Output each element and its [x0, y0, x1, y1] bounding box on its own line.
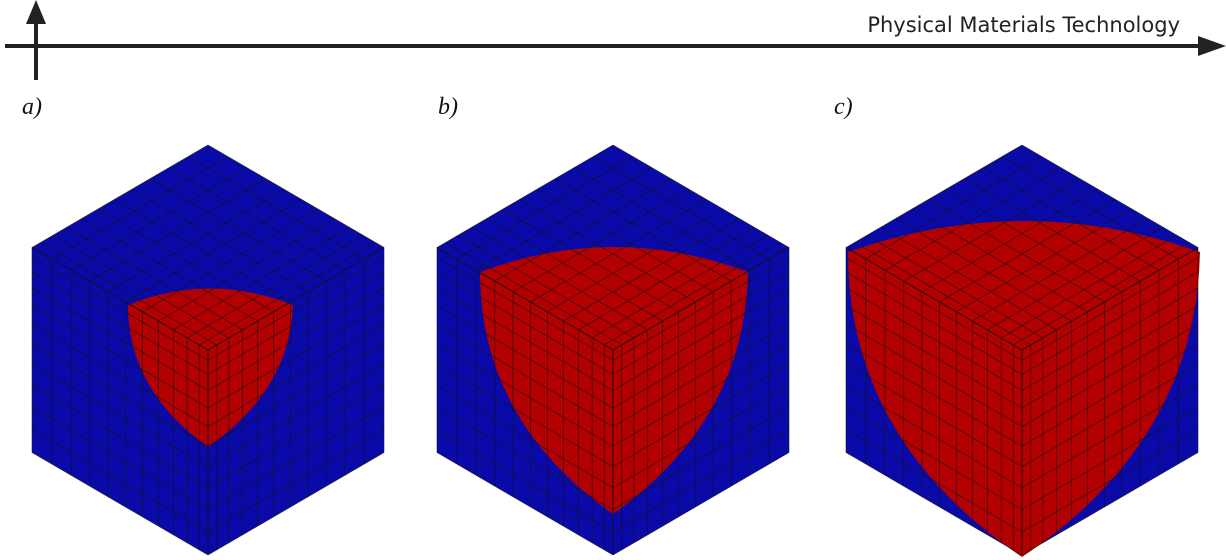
panel-label: c) — [834, 94, 853, 120]
arrow-head — [26, 0, 46, 24]
mesh-panels — [32, 145, 1200, 557]
header-title: Physical Materials Technology — [867, 13, 1180, 37]
figure: Physical Materials Technology a) b) c) — [0, 0, 1226, 560]
panel-label: a) — [22, 94, 42, 120]
arrow-head — [1198, 36, 1226, 56]
panel-label: b) — [438, 94, 458, 120]
